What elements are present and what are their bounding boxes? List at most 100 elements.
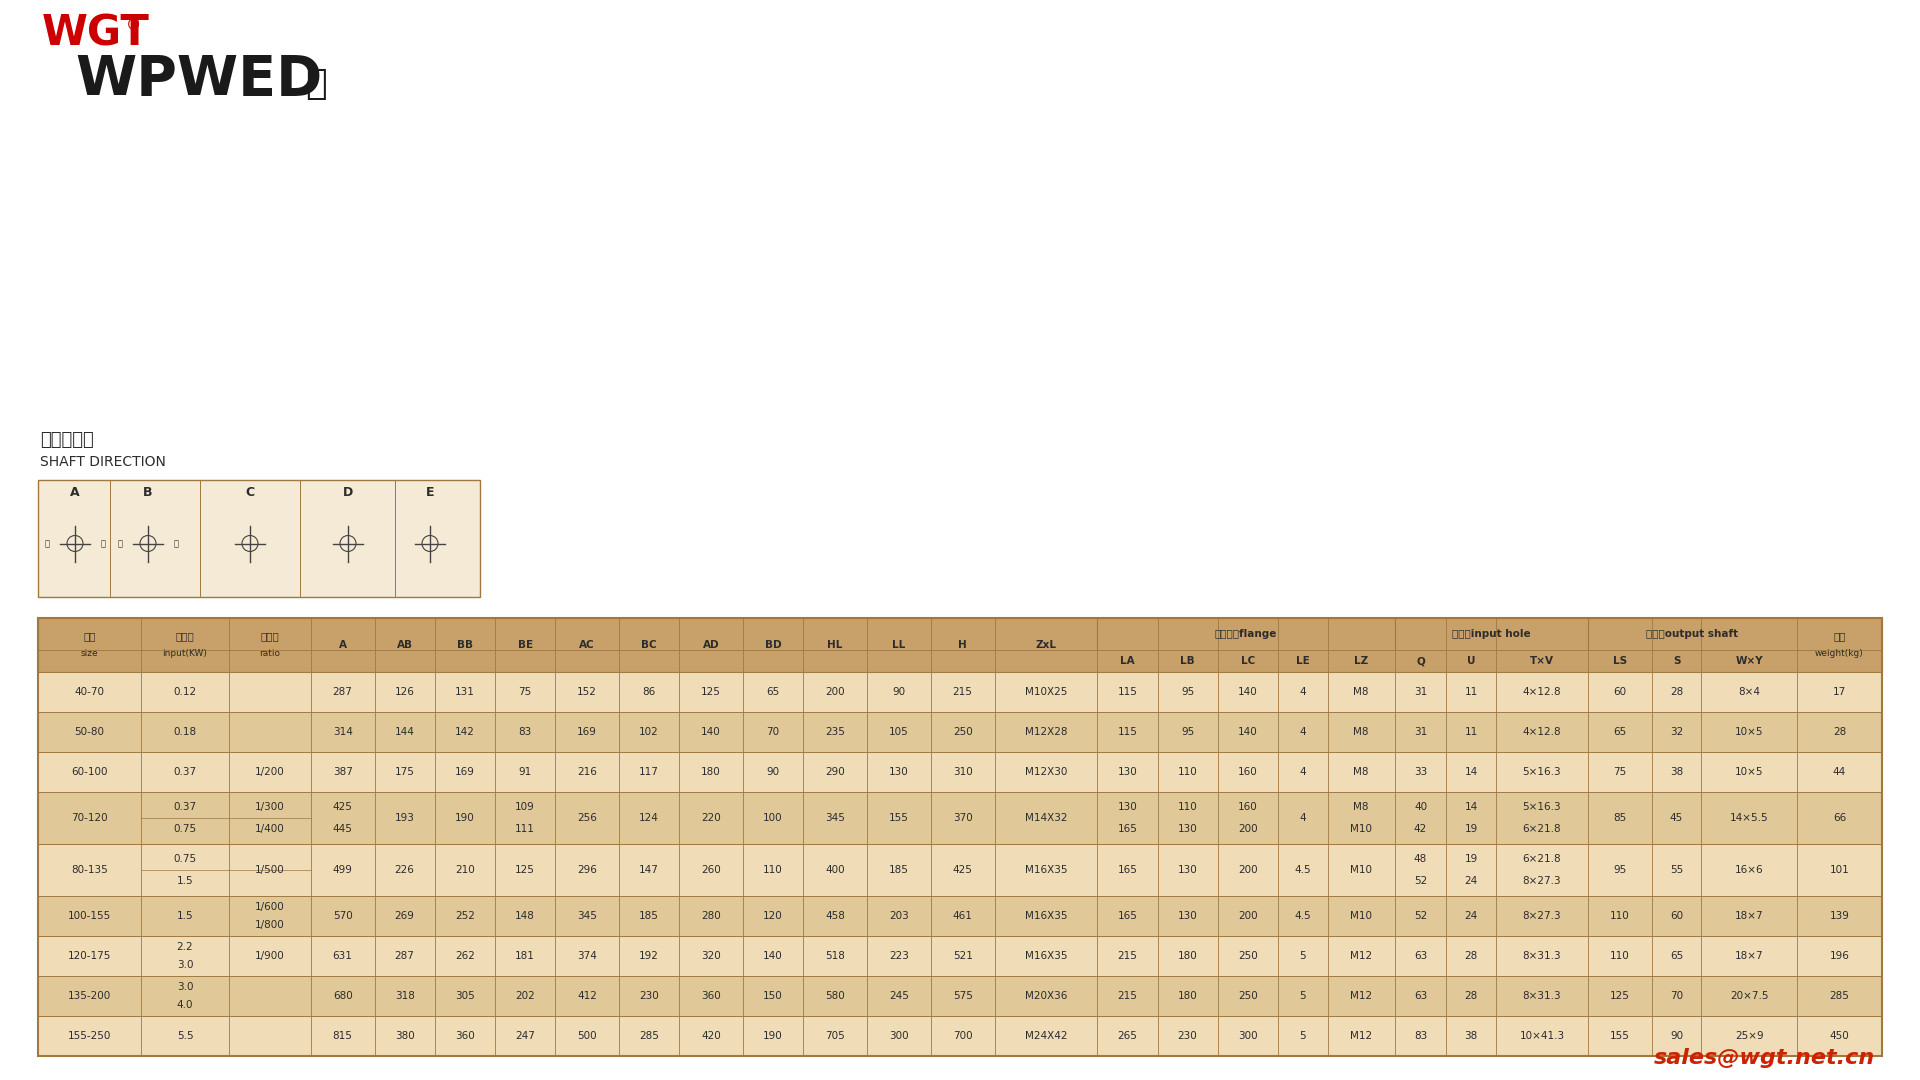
Text: 42: 42 — [1413, 824, 1427, 835]
Text: 290: 290 — [826, 767, 845, 777]
Text: 0.12: 0.12 — [173, 687, 196, 697]
Text: 90: 90 — [766, 767, 780, 777]
Text: 226: 226 — [396, 865, 415, 875]
Text: 75: 75 — [1613, 767, 1626, 777]
Text: 75: 75 — [518, 687, 532, 697]
Text: 24: 24 — [1465, 877, 1478, 887]
Text: 140: 140 — [764, 951, 783, 961]
Text: 17: 17 — [1834, 687, 1847, 697]
Text: 130: 130 — [889, 767, 908, 777]
Text: AD: AD — [703, 640, 720, 650]
Text: 125: 125 — [701, 687, 722, 697]
Text: BB: BB — [457, 640, 472, 650]
Text: 130: 130 — [1177, 865, 1198, 875]
Text: 102: 102 — [639, 727, 659, 737]
Text: ratio: ratio — [259, 649, 280, 659]
Bar — [38, 672, 1882, 712]
Text: 450: 450 — [1830, 1031, 1849, 1041]
Text: 70: 70 — [1670, 991, 1684, 1001]
Text: 130: 130 — [1177, 824, 1198, 835]
Text: 580: 580 — [826, 991, 845, 1001]
Text: 140: 140 — [1238, 687, 1258, 697]
Text: 85: 85 — [1613, 813, 1626, 823]
Text: 90: 90 — [893, 687, 906, 697]
Text: 110: 110 — [1177, 801, 1198, 811]
Text: 420: 420 — [701, 1031, 722, 1041]
Text: M10X25: M10X25 — [1025, 687, 1068, 697]
Text: 1.5: 1.5 — [177, 912, 194, 921]
Text: 95: 95 — [1181, 687, 1194, 697]
Text: HL: HL — [828, 640, 843, 650]
Text: 155: 155 — [889, 813, 908, 823]
Text: M12: M12 — [1350, 991, 1373, 1001]
Text: A: A — [338, 640, 348, 650]
Text: 6×21.8: 6×21.8 — [1523, 824, 1561, 835]
Text: 70: 70 — [766, 727, 780, 737]
Text: 0.75: 0.75 — [173, 824, 196, 835]
Text: 33: 33 — [1413, 767, 1427, 777]
Text: 28: 28 — [1834, 727, 1847, 737]
Text: U: U — [1467, 656, 1475, 666]
Text: 126: 126 — [396, 687, 415, 697]
Text: 入力孔input hole: 入力孔input hole — [1452, 629, 1530, 639]
Bar — [38, 480, 480, 597]
Text: 40: 40 — [1413, 801, 1427, 811]
Text: 458: 458 — [826, 912, 845, 921]
Text: 60-100: 60-100 — [71, 767, 108, 777]
Text: 31: 31 — [1413, 687, 1427, 697]
Text: 109: 109 — [515, 801, 536, 811]
Text: 115: 115 — [1117, 687, 1137, 697]
Text: T×V: T×V — [1530, 656, 1553, 666]
Text: 45: 45 — [1670, 813, 1684, 823]
Text: 5: 5 — [1300, 951, 1306, 961]
Text: 140: 140 — [1238, 727, 1258, 737]
Text: 223: 223 — [889, 951, 908, 961]
Text: M14X32: M14X32 — [1025, 813, 1068, 823]
Text: 285: 285 — [1830, 991, 1849, 1001]
Text: A: A — [71, 486, 81, 499]
Text: 155: 155 — [1609, 1031, 1630, 1041]
Text: M16X35: M16X35 — [1025, 951, 1068, 961]
Text: 66: 66 — [1834, 813, 1847, 823]
Text: M10: M10 — [1350, 865, 1373, 875]
Text: 445: 445 — [332, 824, 353, 835]
Text: 60: 60 — [1613, 687, 1626, 697]
Text: 380: 380 — [396, 1031, 415, 1041]
Text: 117: 117 — [639, 767, 659, 777]
Text: M8: M8 — [1354, 767, 1369, 777]
Text: 65: 65 — [766, 687, 780, 697]
Text: 入: 入 — [100, 539, 106, 548]
Text: 65: 65 — [1670, 951, 1684, 961]
Text: 6×21.8: 6×21.8 — [1523, 853, 1561, 864]
Text: D: D — [344, 486, 353, 499]
Text: 425: 425 — [952, 865, 973, 875]
Text: 215: 215 — [1117, 991, 1137, 1001]
Text: 63: 63 — [1413, 951, 1427, 961]
Text: M20X36: M20X36 — [1025, 991, 1068, 1001]
Text: 461: 461 — [952, 912, 973, 921]
Text: LC: LC — [1240, 656, 1256, 666]
Text: M8: M8 — [1354, 801, 1369, 811]
Text: 1/600: 1/600 — [255, 902, 284, 913]
Text: 4×12.8: 4×12.8 — [1523, 727, 1561, 737]
Text: Q: Q — [1417, 656, 1425, 666]
Text: LB: LB — [1181, 656, 1194, 666]
Text: 10×41.3: 10×41.3 — [1519, 1031, 1565, 1041]
Text: BE: BE — [518, 640, 532, 650]
Text: 8×31.3: 8×31.3 — [1523, 991, 1561, 1001]
Text: 19: 19 — [1465, 824, 1478, 835]
Text: 412: 412 — [578, 991, 597, 1001]
Text: BD: BD — [764, 640, 781, 650]
Text: 4.0: 4.0 — [177, 1000, 194, 1010]
Text: 305: 305 — [455, 991, 474, 1001]
Text: 705: 705 — [826, 1031, 845, 1041]
Text: 4: 4 — [1300, 687, 1306, 697]
Text: 19: 19 — [1465, 853, 1478, 864]
Text: 50-80: 50-80 — [75, 727, 104, 737]
Text: 8×4: 8×4 — [1738, 687, 1761, 697]
Text: AB: AB — [397, 640, 413, 650]
Text: 203: 203 — [889, 912, 908, 921]
Text: 38: 38 — [1670, 767, 1684, 777]
Text: 631: 631 — [332, 951, 353, 961]
Text: 142: 142 — [455, 727, 474, 737]
